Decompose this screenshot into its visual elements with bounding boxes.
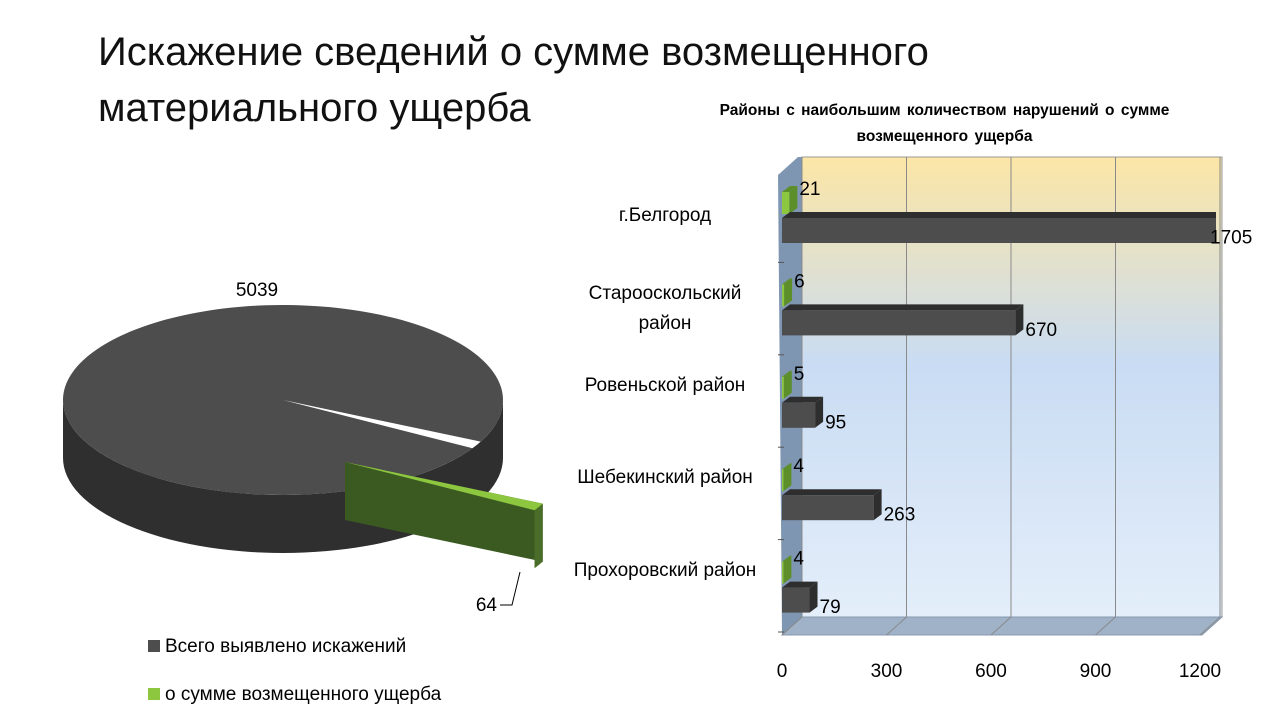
legend-label: о сумме возмещенного ущерба [165,684,442,705]
category-label: Старооскольский район [588,282,742,334]
data-label: 21 [799,179,820,200]
bar-face [1015,304,1024,336]
chart-title: Районы с наибольшим количеством нарушени… [719,102,1170,145]
bar-face [782,212,1216,218]
pie-slice-side [345,462,543,562]
bar-face [815,396,824,428]
category-label: Ровеньской район [584,375,746,396]
category-label: г.Белгород [618,205,712,227]
bar-face [783,370,792,399]
data-label: 6 [794,271,805,292]
bar [782,495,874,521]
bar-face [783,555,792,584]
bar [782,561,784,584]
pie-slice [62,305,503,496]
grid-line [990,616,1012,636]
x-tick-label: 900 [1080,661,1112,682]
slide-title: Искажение сведений о сумме возмещенного … [98,30,929,130]
data-label: 5 [794,364,805,385]
legend-swatch [148,688,160,700]
bar [782,192,790,214]
bar-face [782,489,882,496]
bar [782,376,784,399]
legend-label: Всего выявлено искажений [165,636,406,657]
bar [782,218,1216,243]
data-label: 670 [1025,320,1057,341]
data-label: 263 [884,505,916,526]
bar-face [782,304,1024,311]
category-label: Прохоровский район [573,559,757,581]
bar-face [782,555,792,562]
bar-face [782,396,824,403]
data-label: 64 [476,595,498,616]
bar-face [782,463,792,470]
grid-line [781,616,803,636]
data-label: 4 [793,549,804,570]
x-tick-label: 600 [975,661,1007,682]
bar-face [782,186,798,192]
pie-slice-side [534,503,543,569]
bar-face [789,186,798,214]
data-label: 1705 [1210,228,1252,249]
bar [782,310,1016,336]
bar-face [873,489,882,521]
x-tick-label: 0 [777,661,788,682]
bar [782,587,810,613]
data-label: 95 [825,412,846,433]
data-label: 79 [820,597,841,618]
category-label: Шебекинский район [577,467,753,489]
plot-area [782,186,1216,613]
bar [782,469,784,492]
bar-face [809,581,818,613]
bar-face [783,463,792,492]
pie-slice [345,462,543,511]
data-label: 4 [793,456,804,477]
floor [780,616,1224,636]
bar [782,402,816,428]
bar [782,284,785,307]
bar-face [782,278,793,285]
bar-face [784,278,793,307]
grid-line [1095,616,1116,636]
bar-face [782,370,792,377]
x-tick-label: 300 [871,661,903,682]
grid-line [886,616,907,636]
leader-line [500,571,521,606]
grid-line [1199,616,1221,636]
x-tick-label: 1200 [1179,661,1221,682]
bar-face [782,581,818,588]
legend-swatch [148,640,160,652]
data-label: 5039 [236,280,278,301]
